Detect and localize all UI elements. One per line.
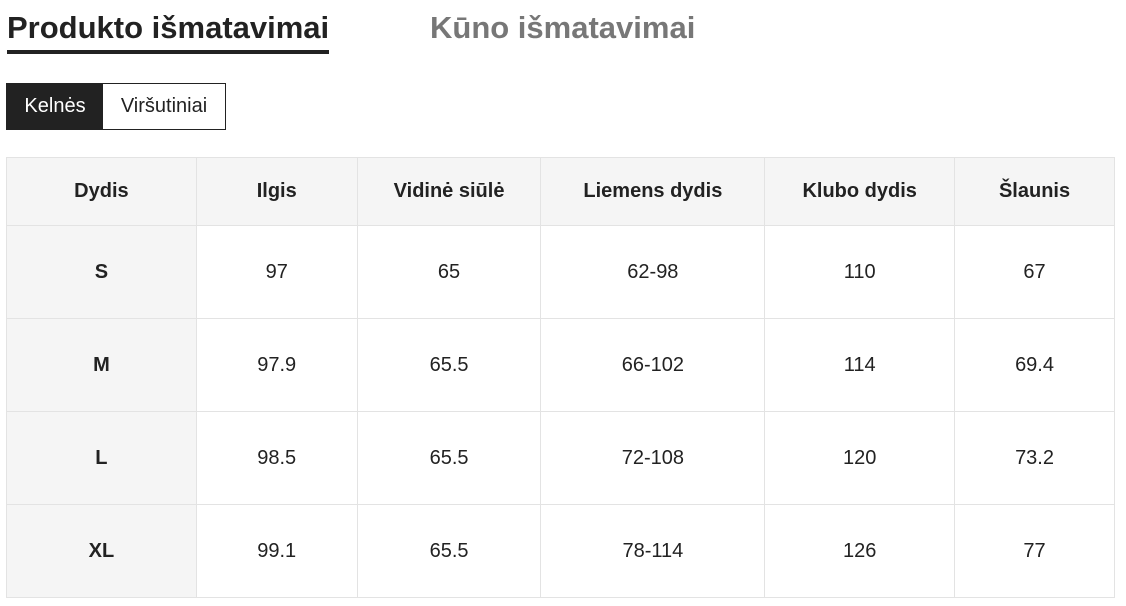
size-table: Dydis Ilgis Vidinė siūlė Liemens dydis Klubo… [6, 157, 1115, 598]
value-cell: 65.5 [356, 318, 542, 412]
value-cell: 99.1 [195, 504, 358, 598]
value-cell: 98.5 [195, 411, 358, 505]
column-header: Ilgis [195, 157, 358, 226]
value-cell: 65 [356, 225, 542, 319]
value-cell: 67 [954, 225, 1115, 319]
value-cell: 110 [764, 225, 956, 319]
table-row: XL 99.1 65.5 78-114 126 77 [6, 504, 1115, 598]
category-pants-button[interactable]: Kelnės [7, 84, 103, 129]
value-cell: 78-114 [540, 504, 766, 598]
tab-product-measurements[interactable]: Produkto išmatavimai [7, 10, 330, 54]
value-cell: 66-102 [540, 318, 766, 412]
value-cell: 126 [764, 504, 956, 598]
table-row: M 97.9 65.5 66-102 114 69.4 [6, 318, 1115, 412]
value-cell: 77 [954, 504, 1115, 598]
size-cell: XL [6, 504, 197, 598]
size-cell: M [6, 318, 197, 412]
size-cell: L [6, 411, 197, 505]
value-cell: 97 [195, 225, 358, 319]
table-row: L 98.5 65.5 72-108 120 73.2 [6, 411, 1115, 505]
table-header-row: Dydis Ilgis Vidinė siūlė Liemens dydis Klubo… [6, 157, 1115, 226]
column-header: Liemens dydis [540, 157, 766, 226]
tab-body-measurements[interactable]: Kūno išmatavimai [430, 10, 696, 45]
value-cell: 120 [764, 411, 956, 505]
value-cell: 65.5 [356, 504, 542, 598]
column-header: Vidinė siūlė [356, 157, 542, 226]
value-cell: 62-98 [540, 225, 766, 319]
category-toggle: Kelnės Viršutiniai [6, 83, 226, 130]
column-header: Šlaunis [954, 157, 1115, 226]
column-header: Klubo dydis [764, 157, 956, 226]
value-cell: 72-108 [540, 411, 766, 505]
value-cell: 97.9 [195, 318, 358, 412]
table-row: S 97 65 62-98 110 67 [6, 225, 1115, 319]
value-cell: 114 [764, 318, 956, 412]
column-header: Dydis [6, 157, 197, 226]
value-cell: 65.5 [356, 411, 542, 505]
size-cell: S [6, 225, 197, 319]
value-cell: 73.2 [954, 411, 1115, 505]
category-tops-button[interactable]: Viršutiniai [103, 84, 225, 129]
value-cell: 69.4 [954, 318, 1115, 412]
